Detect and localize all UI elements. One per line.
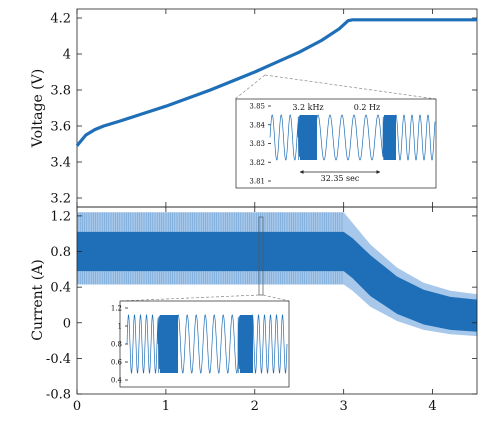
voltage-inset-connector-right [264,74,437,100]
voltage-y-tick-label: 3.6 [50,120,71,135]
inset-annotation-0-2-hz: 0.2 Hz [354,103,380,112]
current-inset-y-tick-label: 1 [118,323,122,331]
current-inset-dense-block [160,315,178,373]
current-x-tick-labels: 0 1 2 3 4 [73,399,437,414]
voltage-y-ticks [77,17,477,199]
voltage-inset-y-tick-labels: 3.85 3.84 3.83 3.82 3.81 [249,103,271,186]
current-y-tick-label: 1.2 [50,209,71,224]
inset-annotation-duration: 32.35 sec [321,174,360,183]
voltage-inset-y-tick-label: 3.84 [249,121,265,129]
inset-annotation-3-2-khz: 3.2 kHz [292,103,323,112]
current-inset-connector-right [262,294,290,302]
voltage-inset-connector-left [234,74,266,100]
voltage-inset-dense-block [384,115,396,160]
current-inset-y-tick-label: 0.6 [111,359,123,367]
voltage-inset-y-tick-label: 3.83 [249,140,265,148]
current-plot-frame [76,206,478,395]
voltage-y-tick-label: 4 [63,48,71,63]
voltage-inset-y-tick-label: 3.81 [249,178,265,186]
voltage-y-tick-labels: 3.2 3.4 3.6 3.8 4 4.2 [50,12,71,207]
current-x-tick-label: 2 [251,399,259,414]
current-y-tick-label: 0.8 [50,245,71,260]
current-zoom-region [258,216,264,296]
current-series-band [77,212,477,337]
current-x-tick-label: 0 [73,399,81,414]
current-x-tick-label: 4 [428,399,436,414]
current-y-tick-label: 0 [63,316,71,331]
voltage-axis-label: Voltage (V) [30,69,46,148]
voltage-y-tick-label: 3.2 [50,192,71,207]
voltage-inset: 3.85 3.84 3.83 3.82 3.81 3.2 kHz 0.2 Hz 32.3… [235,98,437,189]
current-inset-y-tick-label: 0.4 [111,377,123,385]
current-x-tick-label: 3 [340,399,348,414]
current-inset-y-tick-labels: 1.2 1 0.8 0.6 0.4 [111,305,128,385]
voltage-inset-dense-block [300,115,317,160]
current-x-ticks [76,207,433,394]
current-inset-waveform [126,314,288,374]
current-inset-connector-left [119,294,260,302]
current-inset-y-tick-label: 0.8 [111,341,122,349]
current-inset: 1.2 1 0.8 0.6 0.4 [111,300,290,388]
current-y-tick-label: 0.4 [50,281,71,296]
current-panel: -0.8 -0.4 0 0.4 0.8 1.2 0 1 2 3 4 Current (A) 1.2… [30,206,478,414]
voltage-inset-trace [269,114,436,161]
current-y-tick-label: -0.4 [46,352,71,367]
current-inset-trace [126,314,288,374]
current-inset-y-tick-label: 1.2 [111,305,122,313]
voltage-inset-waveform [269,114,436,161]
current-inset-dense-block [240,315,253,373]
voltage-panel: 3.23.43.63.844.2 Voltage (V) 3.853.843.8… [30,8,478,208]
voltage-series-line [75,18,477,147]
current-y-ticks [77,215,477,395]
current-y-tick-label: -0.8 [46,388,71,403]
voltage-inset-y-tick-label: 3.82 [249,159,265,167]
voltage-y-tick-label: 3.4 [50,156,71,171]
current-axis-label: Current (A) [30,259,46,341]
voltage-inset-y-tick-label: 3.85 [249,103,265,111]
voltage-y-tick-label: 3.8 [50,84,71,99]
current-y-tick-labels: -0.8 -0.4 0 0.4 0.8 1.2 [46,209,71,402]
current-x-tick-label: 1 [162,399,170,414]
voltage-y-tick-label: 4.2 [50,12,71,27]
voltage-x-ticks [76,9,433,207]
